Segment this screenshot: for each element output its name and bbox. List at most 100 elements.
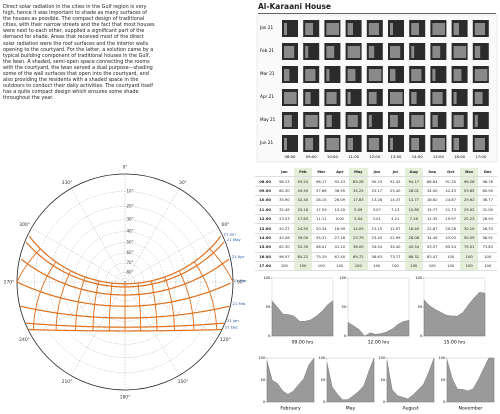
table-row: 11.00 32.49 25.18 17.59 10.20 5.09 3.07 7.13 10.… — [255, 205, 497, 215]
tick-label: 100 — [439, 356, 445, 360]
azimuth-label: 150° — [178, 379, 189, 385]
shading-table: Jan Feb Mar Apr May Jun Jul Aug Sep Oct Nov Dec 08.0… — [255, 168, 497, 272]
render-light — [326, 23, 339, 35]
render-light — [326, 46, 335, 58]
date-line — [28, 328, 222, 332]
table-cell: 14.77 — [404, 195, 423, 206]
time-cell: 11.00 — [255, 205, 276, 215]
table-cell: 20.37 — [275, 223, 294, 234]
render-light — [347, 115, 358, 127]
render-light — [474, 23, 485, 35]
sun-path-diagram: 10° 20° 30° 40° 50° 60° 70° 80° 0° 30° 60° 90° 120° 1… — [4, 165, 248, 401]
table-cell: 91.35 — [441, 176, 460, 187]
azimuth-line — [124, 281, 219, 337]
render-light — [305, 138, 313, 150]
table-cell: 24.87 — [441, 195, 460, 206]
table-cell: 11.11 — [312, 214, 331, 225]
tick-label: 50 — [381, 378, 385, 382]
table-cell: 41.10 — [330, 242, 350, 253]
table-cell: 92.43 — [330, 176, 350, 187]
table-cell: 25.17 — [367, 186, 387, 197]
render-light — [390, 92, 403, 104]
table-cell: 90.23 — [367, 176, 387, 187]
tick-label: 100 — [379, 356, 385, 360]
azimuth-label: 210° — [62, 379, 73, 385]
time-label: 15:00 — [433, 154, 445, 159]
table-cell: 69.72 — [349, 252, 368, 262]
table-cell: 100 — [478, 252, 497, 262]
area — [386, 357, 435, 403]
table-cell: 26.09 — [330, 195, 350, 206]
render-light — [326, 115, 332, 127]
table-cell: 73.83 — [478, 242, 497, 253]
hour-line — [137, 283, 142, 331]
table-cell: 89.28 — [349, 176, 368, 187]
table-cell: 27.18 — [330, 233, 350, 244]
hour-line — [178, 271, 195, 331]
azimuth-label: 90° — [237, 280, 245, 286]
date-label: 21 Apr — [232, 254, 245, 259]
tick-label: 0 — [443, 400, 445, 404]
render-light — [368, 138, 379, 150]
table-cell: 100 — [367, 261, 387, 272]
table-row: 10.00 35.90 42.40 28.15 26.09 17.83 13.28 14.37… — [255, 195, 497, 206]
table-cell: 46.01 — [312, 242, 331, 253]
table-cell: 34.49 — [422, 233, 442, 244]
chart-label: November — [459, 406, 483, 412]
azimuth-label: 300° — [19, 222, 30, 228]
render-light — [432, 115, 438, 127]
table-cell: 26.33 — [478, 223, 497, 234]
altitude-label: 50° — [127, 240, 134, 245]
render-light — [453, 115, 464, 127]
table-cell: 60.30 — [275, 186, 294, 197]
month-header: Oct — [441, 168, 460, 178]
render-light — [453, 92, 457, 104]
render-light — [368, 115, 372, 127]
table-cell: 93.54 — [293, 176, 313, 187]
tick-label: 100 — [264, 276, 270, 280]
table-cell: 7.13 — [386, 205, 405, 215]
table-cell: 42.43 — [441, 186, 460, 197]
table-cell: 30.10 — [459, 223, 479, 234]
time-label: 11:00 — [348, 154, 360, 159]
table-row: 13.00 20.37 24.55 20.34 16.99 14.05 13.15 12.97… — [255, 223, 497, 234]
month-header: Jul — [386, 168, 405, 178]
charts: 0 50 100 09.00 hrs 0 50 100 12.00 hrs 0 50 100 15.0… — [259, 276, 495, 412]
azimuth-label: 30° — [179, 180, 187, 186]
month-header: May — [349, 168, 368, 178]
table-cell: 5.09 — [349, 205, 368, 215]
table-cell: 13.15 — [367, 223, 387, 234]
tick-label: 50 — [321, 378, 325, 382]
render-light — [390, 23, 393, 35]
month-header: Feb — [293, 168, 313, 178]
tick-label: 50 — [342, 305, 346, 309]
date-label: May 21 — [260, 117, 276, 122]
table-cell: 100 — [330, 261, 350, 272]
table-cell: 17.63 — [293, 214, 313, 225]
hour-line — [209, 248, 234, 283]
month-header: Nov — [459, 168, 479, 178]
table-cell: 35.31 — [312, 233, 331, 244]
table-cell: 98.76 — [478, 176, 497, 187]
table-cell: 22.99 — [386, 233, 405, 244]
render-light — [453, 23, 459, 35]
table-header: Jan Feb Mar Apr May Jun Jul Aug Sep Oct Nov Dec — [255, 168, 497, 178]
area — [446, 357, 495, 403]
table-row: 08.00 98.23 93.54 96.17 92.43 89.28 90.23 92.43… — [255, 176, 497, 187]
table-cell: 3.01 — [367, 214, 387, 225]
month-header: Apr — [330, 168, 350, 178]
altitude-label: 80° — [127, 270, 134, 275]
table-cell: 4.21 — [386, 214, 405, 225]
render-light — [474, 115, 478, 127]
altitude-label: 30° — [127, 217, 134, 222]
render-light — [411, 92, 417, 104]
time-label: 09:00 — [306, 154, 318, 159]
hour-line — [55, 271, 72, 331]
table-cell: 100 — [386, 261, 405, 272]
altitude-label: 20° — [127, 203, 134, 208]
azimuth-label: 60° — [221, 222, 229, 228]
hour-line — [75, 277, 86, 331]
time-label: 08:00 — [285, 154, 297, 159]
table-cell: 10.20 — [330, 205, 350, 215]
corner — [255, 168, 276, 178]
